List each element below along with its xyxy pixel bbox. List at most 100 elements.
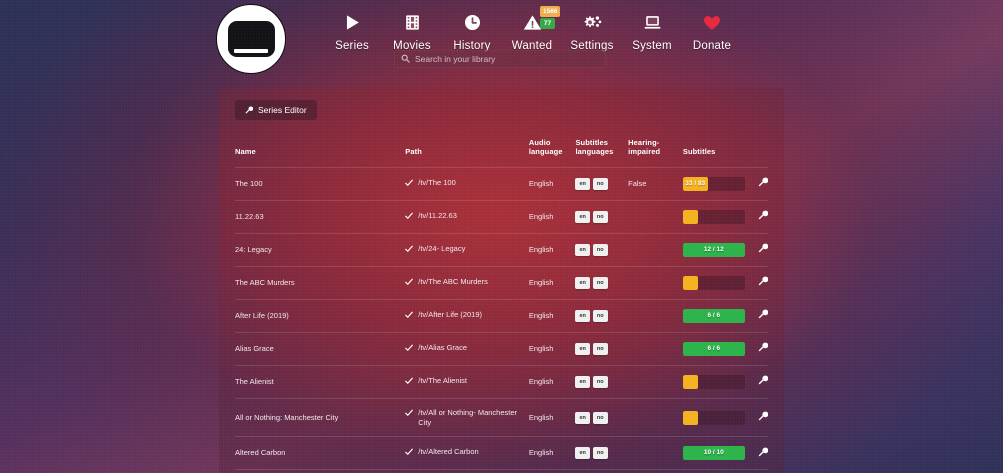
language-pill: no [592,411,608,424]
heart-icon [702,10,722,34]
cell-name[interactable]: The 100 [235,166,406,201]
table-row[interactable]: 11.22.63/tv/11.22.63 English en no [235,199,769,234]
cell-name[interactable]: Altered Carbon [235,436,406,470]
search-icon [401,50,410,68]
cell-name[interactable]: Alias Grace [235,331,406,366]
nav-item-series[interactable]: Series [322,8,382,52]
language-pill: en [575,411,590,424]
cell-audio-language: English [528,436,576,470]
nav-label: Movies [393,40,431,52]
language-pill: no [592,210,608,223]
row-wrench-icon[interactable] [758,243,769,253]
search-input[interactable] [415,54,599,64]
cell-name[interactable]: American Gods [235,469,406,473]
row-wrench-icon[interactable] [758,411,769,421]
bazarr-logo[interactable] [216,4,286,74]
cell-name[interactable]: 24: Legacy [235,232,406,267]
table-header: Name Path Audio language Subtitles langu… [235,138,768,167]
language-pill: no [592,276,608,289]
table-row[interactable]: The Alienist/tv/The Alienist English en no [235,364,769,399]
progress-label: 10 / 10 [703,449,724,457]
progress-fill [682,275,698,290]
cell-name[interactable]: The ABC Murders [235,265,406,300]
table-row[interactable]: The 100/tv/The 100 English en no False 33 / 8… [235,166,769,201]
cell-name[interactable]: After Life (2019) [235,298,406,333]
nav-item-donate[interactable]: Donate [682,8,742,52]
cell-name[interactable]: All or Nothing: Manchester City [235,397,406,437]
path-text: /tv/After Life (2019) [418,309,483,319]
row-wrench-icon[interactable] [758,447,769,457]
language-pill: no [592,342,608,355]
progress-bar: 33 / 83 [682,176,745,191]
table-row[interactable]: 24: Legacy/tv/24- Legacy English en no 12 / … [235,232,769,267]
cell-path: /tv/American Gods [405,469,529,473]
path-text: /tv/The Alienist [418,375,468,385]
path-text: /tv/The ABC Murders [418,276,488,286]
column-header-subtitles-languages[interactable]: Subtitles languages [575,138,614,157]
row-wrench-icon[interactable] [758,276,769,286]
language-pill: no [592,375,608,388]
logo-bar [234,49,268,53]
cell-subtitles-progress: 16 / 16 [682,469,746,473]
check-icon [405,344,414,355]
table-row[interactable]: American Gods/tv/American GodsEnglishenn… [235,469,768,473]
table-body: The 100/tv/The 100 English en no False 33 / 8… [235,166,769,473]
nav-item-settings[interactable]: Settings [562,8,622,52]
row-wrench-icon[interactable] [758,177,769,187]
row-wrench-icon[interactable] [758,342,769,352]
wanted-badges: 1566 77 [540,6,561,29]
language-pill: no [592,177,608,190]
badge-wanted-movies: 77 [540,18,555,29]
main-nav: Series Movies History 1566 77 Wanted Settings S… [322,6,742,52]
cell-audio-language: English [528,265,576,300]
cell-actions [745,331,769,366]
nav-item-movies[interactable]: Movies [382,8,442,52]
progress-bar [682,374,745,389]
progress-label: 6 / 6 [707,311,721,319]
column-header-name[interactable]: Name [235,147,256,157]
search-bar[interactable] [394,50,606,68]
row-wrench-icon[interactable] [758,210,769,220]
cell-path: /tv/After Life (2019) [405,298,529,333]
cell-actions [745,364,769,399]
table-row[interactable]: Altered Carbon/tv/Altered Carbon English e… [235,436,769,470]
progress-bar [682,209,745,224]
clock-icon [463,10,482,34]
row-wrench-icon[interactable] [758,309,769,319]
cell-actions [745,469,768,473]
cell-hearing-impaired [628,397,683,437]
column-header-hearing-impaired[interactable]: Hearing-impaired [628,138,661,157]
cell-name[interactable]: 11.22.63 [235,199,406,234]
nav-label: System [632,40,672,52]
table-row[interactable]: Alias Grace/tv/Alias Grace English en no 6 /… [235,331,769,366]
cell-name[interactable]: The Alienist [235,364,406,399]
cell-path: /tv/Alias Grace [405,331,529,366]
nav-item-system[interactable]: System [622,8,682,52]
cell-subtitles-progress [682,265,746,300]
language-pill: en [575,276,590,289]
language-pill: en [575,210,590,223]
nav-item-history[interactable]: History [442,8,502,52]
path-text: /tv/All or Nothing- Manchester City [418,407,518,427]
series-editor-button[interactable]: Series Editor [235,100,317,120]
table-row[interactable]: All or Nothing: Manchester City/tv/All o… [235,397,769,437]
cell-subtitles-progress [682,199,746,234]
column-header-subtitles[interactable]: Subtitles [682,147,716,157]
table-row[interactable]: After Life (2019) /tv/After Life (2019) En… [235,298,769,333]
series-table: Name Path Audio language Subtitles langu… [235,138,769,473]
cell-path: /tv/24- Legacy [405,232,529,267]
nav-item-wanted[interactable]: 1566 77 Wanted [502,6,562,52]
row-wrench-icon[interactable] [758,375,769,385]
column-header-audio-language[interactable]: Audio language [528,138,563,157]
column-header-path[interactable]: Path [405,147,422,157]
table-row[interactable]: The ABC Murders/tv/The ABC Murders Englis… [235,265,769,300]
progress-label: 6 / 6 [707,344,721,352]
check-icon [405,311,414,322]
check-icon [405,245,414,256]
cell-path: /tv/The ABC Murders [405,265,529,300]
language-pill: en [575,375,590,388]
progress-fill [682,410,698,425]
